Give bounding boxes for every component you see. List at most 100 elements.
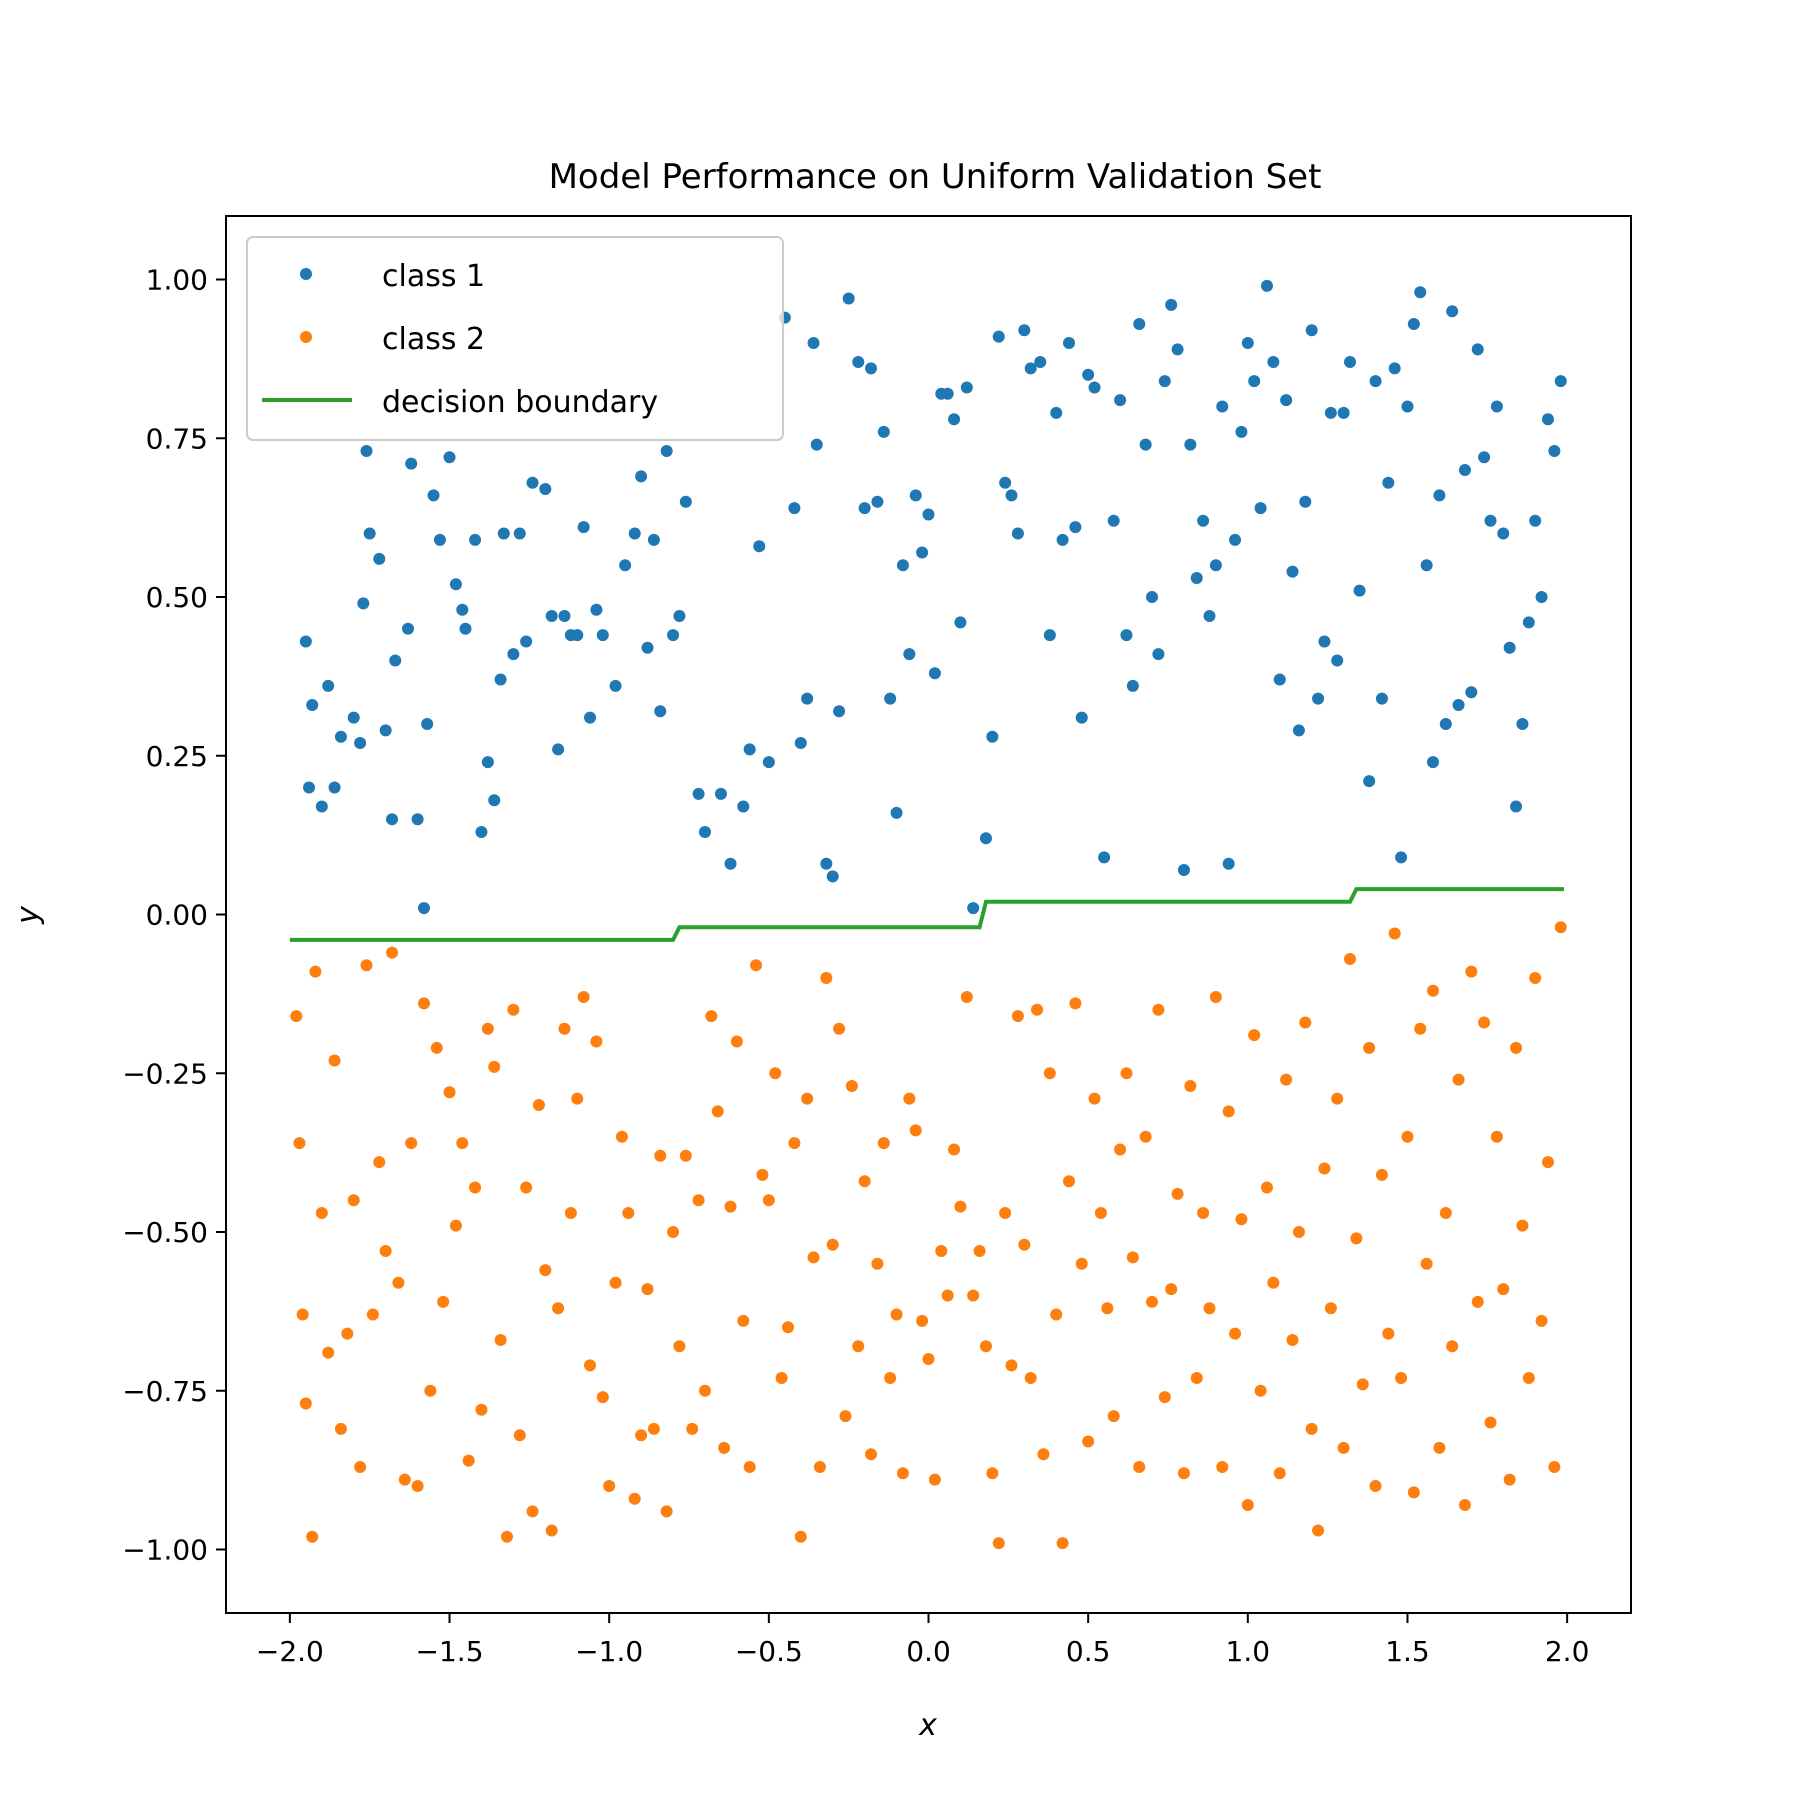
- point-series-1-179: [1420, 1257, 1433, 1270]
- point-series-0-181: [1548, 444, 1561, 457]
- y-tick-label-2: 0.50: [146, 581, 208, 614]
- point-series-0-36: [526, 476, 539, 489]
- point-series-1-92: [865, 1448, 878, 1461]
- point-series-0-91: [948, 413, 961, 426]
- point-series-1-82: [801, 1092, 814, 1105]
- point-series-1-89: [845, 1079, 858, 1092]
- point-series-0-43: [577, 521, 590, 534]
- point-series-1-56: [635, 1429, 648, 1442]
- point-series-0-163: [1433, 489, 1446, 502]
- point-series-0-106: [1056, 533, 1069, 546]
- point-series-1-18: [392, 1276, 405, 1289]
- point-series-1-117: [1024, 1372, 1037, 1385]
- point-series-0-166: [1452, 698, 1465, 711]
- point-series-1-151: [1241, 1499, 1254, 1512]
- point-series-0-90: [941, 387, 954, 400]
- legend-label-class-2: class 2: [382, 322, 485, 357]
- y-tick-label-1: 0.75: [146, 422, 208, 455]
- point-series-0-13: [379, 724, 392, 737]
- point-series-0-34: [513, 527, 526, 540]
- point-series-0-174: [1503, 641, 1516, 654]
- point-series-1-15: [373, 1156, 386, 1169]
- point-series-1-197: [1535, 1314, 1548, 1327]
- point-series-0-119: [1146, 591, 1159, 603]
- point-series-0-70: [807, 337, 820, 349]
- point-series-1-135: [1139, 1130, 1152, 1143]
- point-series-1-3: [299, 1397, 312, 1410]
- plot-area: [289, 279, 1567, 1550]
- point-series-1-144: [1197, 1206, 1210, 1219]
- point-series-0-127: [1197, 514, 1210, 527]
- point-series-0-99: [1005, 489, 1018, 502]
- point-series-0-83: [896, 559, 909, 572]
- point-series-1-28: [456, 1137, 469, 1150]
- point-series-1-193: [1510, 1041, 1523, 1054]
- point-series-1-19: [398, 1473, 411, 1486]
- point-series-1-70: [724, 1200, 737, 1213]
- point-series-1-10: [341, 1327, 354, 1340]
- x-axis-label: x: [918, 1708, 937, 1743]
- point-series-0-59: [698, 825, 711, 838]
- point-series-1-195: [1522, 1372, 1535, 1385]
- point-series-1-49: [590, 1035, 603, 1048]
- point-series-1-73: [743, 1460, 756, 1473]
- point-series-0-123: [1171, 343, 1184, 356]
- point-series-0-150: [1344, 356, 1356, 369]
- point-series-1-61: [667, 1226, 680, 1238]
- point-series-1-25: [437, 1295, 450, 1308]
- point-series-0-72: [820, 857, 833, 870]
- point-series-1-2: [296, 1308, 309, 1321]
- point-series-1-156: [1273, 1467, 1286, 1480]
- point-series-1-182: [1439, 1206, 1452, 1219]
- point-series-0-39: [552, 743, 565, 756]
- point-series-1-22: [417, 997, 430, 1010]
- point-series-0-9: [357, 597, 370, 610]
- point-series-0-58: [692, 787, 705, 800]
- point-series-1-71: [730, 1035, 743, 1048]
- point-series-1-150: [1235, 1213, 1248, 1226]
- point-series-1-26: [443, 1086, 456, 1099]
- point-series-0-129: [1209, 559, 1222, 572]
- point-series-0-145: [1312, 692, 1325, 705]
- point-series-0-56: [673, 610, 686, 623]
- y-tick-label-7: −0.75: [122, 1375, 208, 1408]
- point-series-0-69: [801, 692, 814, 705]
- x-axis: −2.0 −1.5 −1.0 −0.5 0.0 0.5 1.0 1.5 2.0: [256, 1613, 1589, 1668]
- point-series-0-108: [1069, 521, 1082, 534]
- point-series-0-31: [494, 673, 507, 686]
- point-series-0-96: [986, 730, 999, 743]
- point-series-0-154: [1375, 692, 1388, 705]
- point-series-0-32: [497, 527, 510, 540]
- point-series-1-35: [501, 1530, 513, 1543]
- point-series-1-4: [306, 1530, 319, 1543]
- point-series-0-146: [1318, 635, 1331, 648]
- point-series-1-125: [1075, 1257, 1088, 1270]
- point-series-1-57: [641, 1283, 654, 1296]
- point-series-0-88: [928, 667, 941, 680]
- point-series-1-98: [903, 1092, 916, 1105]
- point-series-0-103: [1034, 356, 1047, 369]
- point-series-1-84: [813, 1460, 826, 1473]
- point-series-0-97: [992, 330, 1005, 343]
- point-series-1-96: [890, 1308, 903, 1321]
- point-series-1-65: [692, 1194, 705, 1207]
- point-series-1-138: [1158, 1391, 1171, 1404]
- point-series-1-133: [1126, 1251, 1139, 1264]
- point-series-0-177: [1522, 616, 1535, 629]
- point-series-0-116: [1126, 679, 1139, 692]
- point-series-0-2: [315, 800, 328, 813]
- point-series-1-140: [1171, 1187, 1184, 1200]
- point-series-1-64: [686, 1422, 699, 1435]
- point-series-0-63: [743, 743, 756, 756]
- point-series-1-7: [322, 1346, 335, 1359]
- point-series-1-48: [584, 1359, 597, 1372]
- point-series-0-122: [1165, 298, 1178, 311]
- point-series-1-123: [1063, 1175, 1075, 1188]
- point-series-1-54: [622, 1206, 635, 1219]
- point-series-1-58: [647, 1422, 660, 1435]
- point-series-0-64: [753, 540, 766, 553]
- point-series-1-79: [782, 1321, 794, 1334]
- point-series-0-42: [571, 629, 584, 642]
- point-series-1-99: [909, 1124, 922, 1137]
- point-series-0-24: [449, 578, 462, 591]
